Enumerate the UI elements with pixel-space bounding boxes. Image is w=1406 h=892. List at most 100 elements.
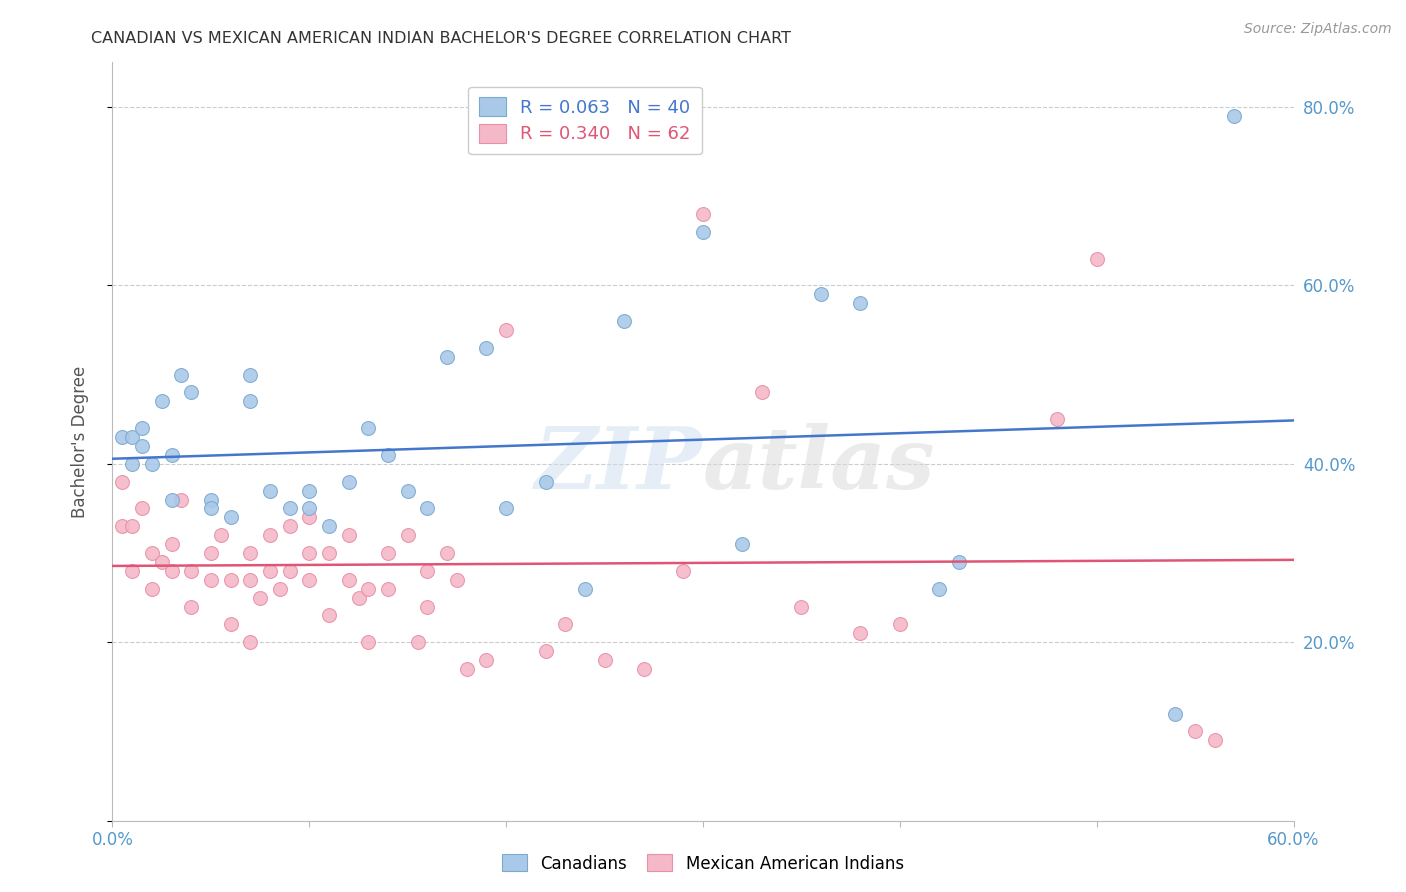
Point <box>396 483 419 498</box>
Point <box>810 287 832 301</box>
Point <box>318 608 340 623</box>
Point <box>278 564 301 578</box>
Point <box>180 564 202 578</box>
Point <box>219 573 242 587</box>
Point <box>633 662 655 676</box>
Point <box>200 546 222 560</box>
Point <box>347 591 370 605</box>
Point <box>1046 412 1069 426</box>
Point <box>1085 252 1108 266</box>
Point <box>416 599 439 614</box>
Point <box>889 617 911 632</box>
Point <box>377 582 399 596</box>
Point <box>574 582 596 596</box>
Point <box>239 546 262 560</box>
Point <box>436 546 458 560</box>
Point <box>160 448 183 462</box>
Point <box>209 528 232 542</box>
Point <box>849 626 872 640</box>
Point <box>396 528 419 542</box>
Point <box>131 501 153 516</box>
Point <box>751 385 773 400</box>
Point <box>121 430 143 444</box>
Point <box>170 368 193 382</box>
Text: ZIP: ZIP <box>536 423 703 506</box>
Point <box>436 350 458 364</box>
Point <box>1204 733 1226 747</box>
Point <box>160 564 183 578</box>
Point <box>475 653 498 667</box>
Point <box>672 564 695 578</box>
Point <box>593 653 616 667</box>
Text: atlas: atlas <box>703 423 935 506</box>
Point <box>377 448 399 462</box>
Point <box>239 394 262 409</box>
Point <box>200 492 222 507</box>
Point <box>219 617 242 632</box>
Point <box>1223 109 1246 123</box>
Point <box>160 537 183 551</box>
Point <box>475 341 498 355</box>
Point <box>239 635 262 649</box>
Point <box>259 528 281 542</box>
Point <box>495 323 517 337</box>
Point <box>298 501 321 516</box>
Point <box>111 519 134 533</box>
Point <box>1164 706 1187 721</box>
Point <box>141 582 163 596</box>
Point <box>1184 724 1206 739</box>
Point <box>849 296 872 310</box>
Point <box>534 475 557 489</box>
Point <box>141 546 163 560</box>
Point <box>337 573 360 587</box>
Point <box>121 457 143 471</box>
Point <box>180 385 202 400</box>
Point <box>446 573 468 587</box>
Point <box>613 314 636 328</box>
Point <box>298 510 321 524</box>
Point <box>131 421 153 435</box>
Point <box>357 421 380 435</box>
Point <box>790 599 813 614</box>
Point <box>111 430 134 444</box>
Point <box>259 483 281 498</box>
Point <box>948 555 970 569</box>
Point <box>249 591 271 605</box>
Point <box>121 519 143 533</box>
Point <box>318 519 340 533</box>
Point <box>534 644 557 658</box>
Text: Source: ZipAtlas.com: Source: ZipAtlas.com <box>1244 22 1392 37</box>
Point <box>318 546 340 560</box>
Point <box>200 573 222 587</box>
Point <box>337 475 360 489</box>
Point <box>219 510 242 524</box>
Point <box>377 546 399 560</box>
Point <box>456 662 478 676</box>
Point <box>259 564 281 578</box>
Point <box>200 501 222 516</box>
Point <box>406 635 429 649</box>
Point <box>170 492 193 507</box>
Y-axis label: Bachelor's Degree: Bachelor's Degree <box>70 366 89 517</box>
Legend: R = 0.063   N = 40, R = 0.340   N = 62: R = 0.063 N = 40, R = 0.340 N = 62 <box>468 87 702 154</box>
Point <box>141 457 163 471</box>
Point <box>239 368 262 382</box>
Point <box>278 501 301 516</box>
Point <box>731 537 754 551</box>
Point <box>111 475 134 489</box>
Point <box>160 492 183 507</box>
Point <box>298 483 321 498</box>
Point <box>298 573 321 587</box>
Point <box>150 394 173 409</box>
Point <box>692 207 714 221</box>
Point <box>357 582 380 596</box>
Legend: Canadians, Mexican American Indians: Canadians, Mexican American Indians <box>495 847 911 880</box>
Point <box>180 599 202 614</box>
Point <box>337 528 360 542</box>
Point <box>416 501 439 516</box>
Text: CANADIAN VS MEXICAN AMERICAN INDIAN BACHELOR'S DEGREE CORRELATION CHART: CANADIAN VS MEXICAN AMERICAN INDIAN BACH… <box>91 31 792 46</box>
Point <box>692 225 714 239</box>
Point <box>150 555 173 569</box>
Point <box>131 439 153 453</box>
Point <box>357 635 380 649</box>
